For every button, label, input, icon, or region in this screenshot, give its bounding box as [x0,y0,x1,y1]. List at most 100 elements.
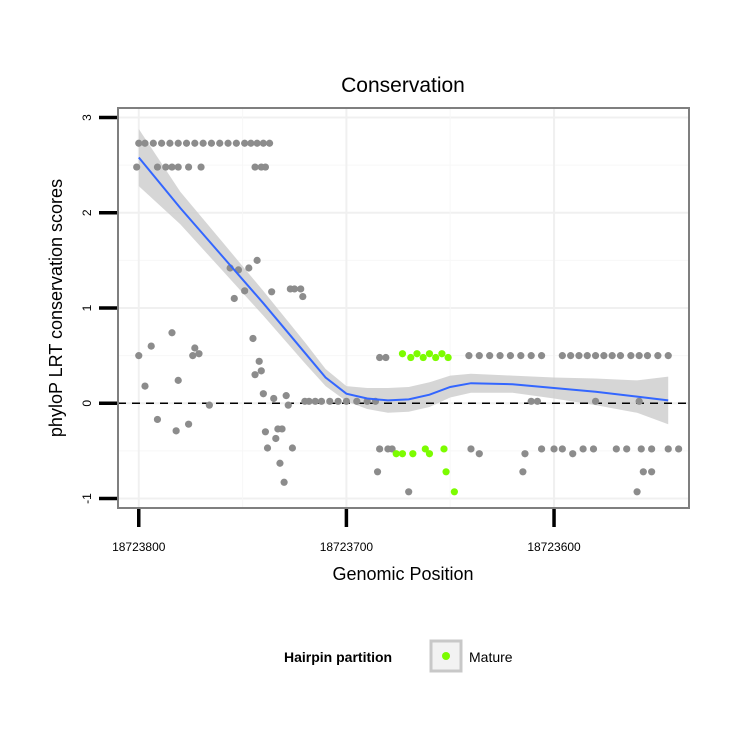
data-point [648,468,656,476]
data-point [168,329,176,337]
points-mature [392,350,458,496]
data-point [153,415,162,424]
data-point [382,353,390,362]
data-point-mature [444,353,452,362]
data-point [616,352,625,360]
data-point [558,352,566,360]
data-point [342,397,350,405]
data-point [353,397,361,405]
data-point [639,468,647,476]
data-point [172,427,180,435]
data-point [184,420,193,428]
data-point [147,342,155,350]
data-point [654,352,662,360]
y-tick-label: 2 [80,209,94,216]
data-point [265,139,274,147]
data-point [259,139,267,147]
data-point [297,285,305,293]
data-point [268,288,276,296]
data-point [569,450,577,458]
data-point [282,392,290,400]
data-point [648,445,656,453]
data-point [633,488,641,496]
data-point [251,371,259,379]
data-point [253,256,261,264]
data-point [299,292,307,301]
data-point [257,367,265,375]
data-point [643,352,652,360]
chart-title: Conservation [341,74,465,97]
data-point [199,139,207,147]
legend-key-box [429,639,463,673]
data-point [189,352,197,360]
plot-border [117,107,690,509]
data-point [637,445,645,453]
data-point [496,352,504,360]
data-point [334,397,342,405]
data-point [533,397,542,405]
data-point [216,139,224,147]
data-point [261,428,270,436]
data-point [537,445,546,453]
x-tick-label: 18723800 [112,540,166,554]
data-point [305,397,313,405]
x-axis: 18723800 18723700 18723600 [112,509,581,554]
data-point-mature [392,450,400,458]
data-point [174,139,182,147]
data-point [141,382,149,390]
legend-title: Hairpin partition [284,649,392,665]
data-point [191,139,199,147]
data-point [521,450,529,458]
data-point [388,445,396,453]
data-point [465,352,473,360]
data-point [623,445,631,453]
data-point [550,445,558,453]
data-point-mature [409,450,417,458]
data-point [191,344,199,352]
data-point-mature [398,350,407,358]
data-point [600,352,608,360]
data-point [133,163,141,171]
data-point [247,139,255,147]
data-point [245,264,253,272]
data-point [158,139,166,147]
data-point [195,350,203,358]
data-point [589,445,598,453]
data-point [280,478,288,486]
legend-key-mature [442,652,450,660]
data-point [168,163,176,171]
data-point [664,352,672,360]
data-point [174,163,182,171]
data-point [290,285,299,293]
data-point [261,163,270,171]
data-point [153,163,162,171]
data-point [527,397,535,405]
y-tick-label: 1 [80,304,94,311]
data-point [486,352,494,360]
data-point-mature [442,468,450,476]
data-point [608,352,616,360]
data-point [506,352,515,360]
x-tick-label: 18723700 [320,540,374,554]
data-point [224,139,232,147]
data-point [149,139,157,147]
data-point [174,376,182,384]
data-point [182,139,191,147]
y-axis: -1 0 1 2 3 [80,114,117,504]
data-point [272,434,280,443]
data-point-mature [419,353,427,362]
data-point [517,352,525,360]
data-point [579,445,587,453]
data-point [184,163,193,171]
data-point [664,445,672,453]
data-point [575,352,583,360]
data-point [259,390,267,398]
data-point [263,444,272,452]
data-point [207,139,216,147]
data-point [467,445,475,453]
data-point [376,353,384,362]
data-point [376,445,384,453]
data-point [241,287,249,295]
data-point-mature [398,450,407,458]
data-point [583,352,591,360]
